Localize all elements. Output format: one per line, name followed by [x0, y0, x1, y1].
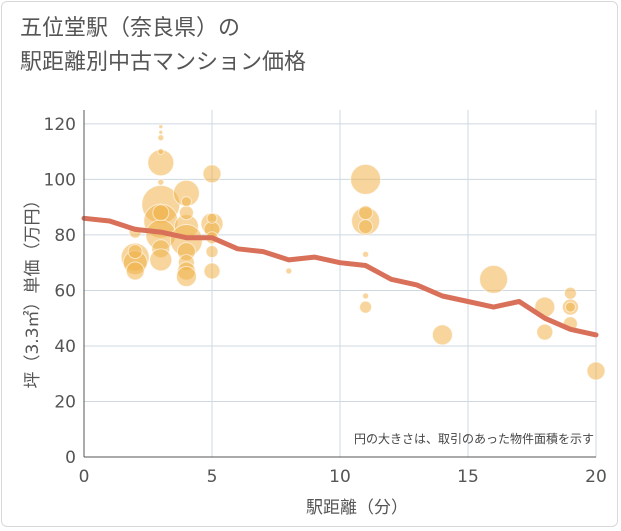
y-tick-label: 20 [54, 392, 76, 412]
y-tick-label: 120 [44, 115, 76, 135]
y-tick-label: 80 [54, 226, 76, 246]
bubble-point [158, 124, 164, 130]
bubble-point [362, 250, 370, 258]
chart-title-line2: 駅距離別中古マンション価格 [20, 50, 307, 75]
bubble-point [358, 219, 374, 235]
y-tick-label: 60 [54, 281, 76, 301]
bubble-point [479, 264, 509, 294]
bubble-point [206, 212, 218, 224]
bubble-point [175, 266, 197, 288]
bubble-point [563, 286, 577, 300]
bubble-point [157, 134, 165, 142]
bubble-point [362, 292, 370, 300]
bubble-point [180, 196, 192, 208]
bubble-point [431, 324, 453, 346]
bubble-point [157, 178, 165, 186]
average-line-path [81, 215, 599, 338]
x-tick-label: 20 [585, 467, 607, 487]
bubble-point [178, 205, 194, 221]
axes: 0 20 40 60 80 100 120 0 5 10 15 20 [44, 110, 607, 487]
bubble-point [536, 323, 554, 341]
bubble-point [359, 300, 373, 314]
bubble-point [285, 267, 293, 275]
chart-title-line1: 五位堂駅（奈良県）の [20, 16, 241, 41]
bubble-point [149, 248, 173, 272]
average-price-line [81, 215, 599, 338]
x-tick-label: 5 [207, 467, 218, 487]
bubble-point [205, 245, 219, 259]
bubble-point [202, 164, 222, 184]
chart-title: 五位堂駅（奈良県）の 駅距離別中古マンション価格 [20, 12, 306, 80]
bubble-series [120, 124, 606, 381]
bubble-point [350, 163, 382, 195]
bubble-point [127, 244, 143, 260]
bubble-point [358, 205, 374, 221]
x-tick-label: 0 [79, 467, 90, 487]
bubble-point [203, 262, 221, 280]
bubble-point [152, 204, 170, 222]
y-axis-label: 坪（3.3㎡）単価（万円） [23, 191, 43, 388]
bubble-point [158, 129, 164, 135]
y-tick-label: 40 [54, 337, 76, 357]
bubble-size-note: 円の大きさは、取引のあった物件面積を示す [354, 431, 594, 446]
x-tick-label: 15 [457, 467, 479, 487]
bubble-point [125, 261, 145, 281]
x-tick-label: 10 [329, 467, 351, 487]
bubble-point [157, 148, 165, 156]
x-axis-label: 駅距離（分） [306, 498, 408, 518]
y-tick-label: 100 [44, 170, 76, 190]
y-tick-label: 0 [65, 448, 76, 468]
bubble-point [586, 361, 606, 381]
bubble-point [564, 301, 576, 313]
